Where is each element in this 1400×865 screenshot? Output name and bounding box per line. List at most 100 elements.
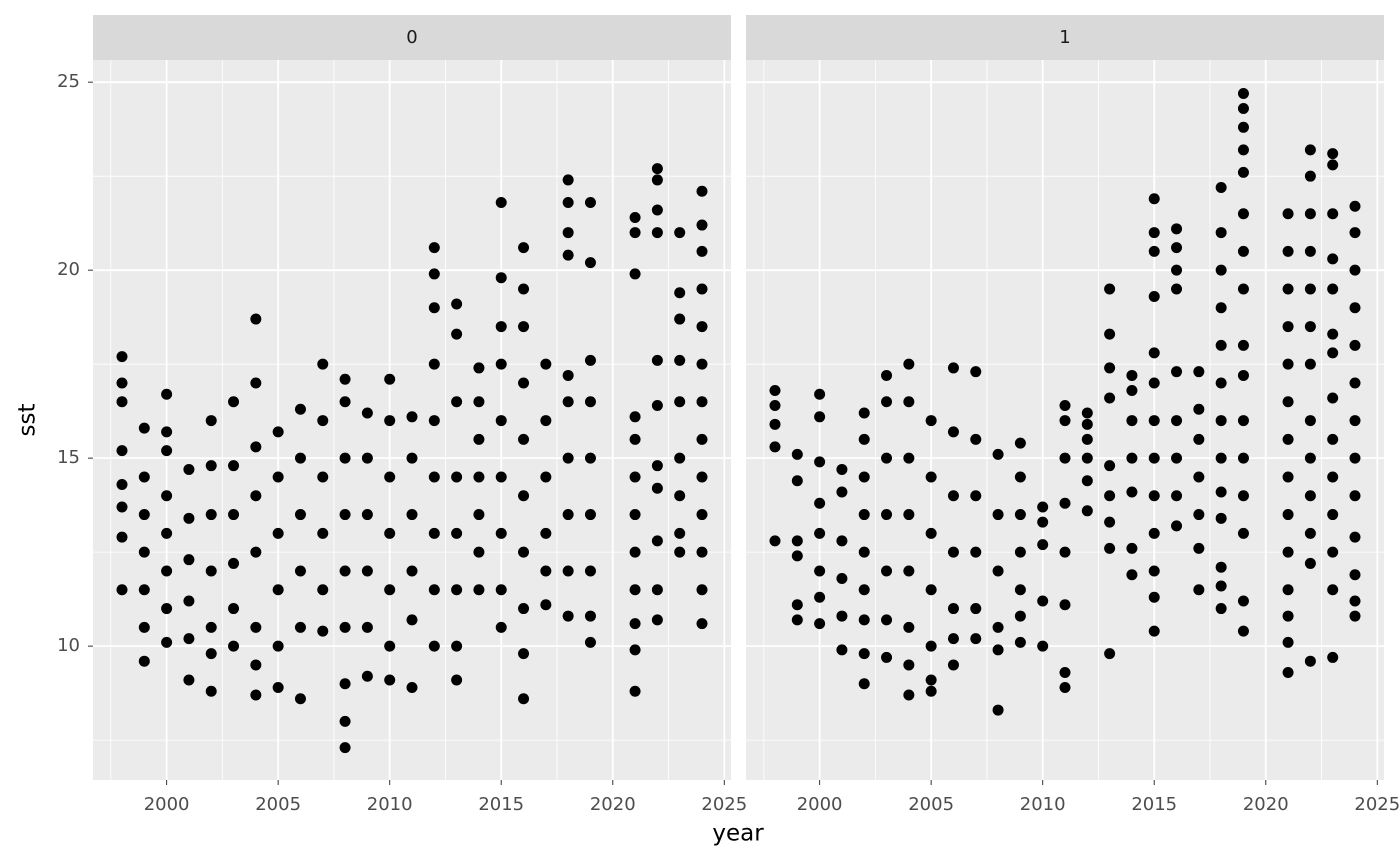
point [495, 272, 507, 284]
point [992, 509, 1004, 521]
point [562, 249, 574, 261]
point [696, 283, 708, 295]
point [428, 268, 440, 280]
point [339, 621, 351, 633]
point [562, 610, 574, 622]
point [1304, 415, 1316, 427]
point [651, 204, 663, 216]
point [250, 689, 262, 701]
point [629, 644, 641, 656]
point [518, 433, 530, 445]
point [250, 659, 262, 671]
point [1171, 452, 1183, 464]
point [629, 509, 641, 521]
point [1081, 433, 1093, 445]
point [1104, 648, 1116, 660]
point [1304, 283, 1316, 295]
x-tick-label: 2000 [797, 794, 843, 815]
point [629, 584, 641, 596]
point [495, 196, 507, 208]
point [858, 546, 870, 558]
point [183, 633, 195, 645]
point [361, 509, 373, 521]
point [428, 358, 440, 370]
x-tick-label: 2015 [478, 794, 524, 815]
point [1059, 415, 1071, 427]
point [317, 625, 329, 637]
point [696, 358, 708, 370]
point [1304, 208, 1316, 220]
point [1349, 377, 1361, 389]
point [1171, 283, 1183, 295]
y-tick-label: 10 [57, 635, 80, 656]
point [161, 426, 173, 438]
point [769, 400, 781, 412]
point [1059, 452, 1071, 464]
point [1282, 666, 1294, 678]
point [183, 512, 195, 524]
point [250, 546, 262, 558]
point [1215, 227, 1227, 239]
point [629, 411, 641, 423]
point [1304, 245, 1316, 257]
point [1126, 542, 1138, 554]
point [138, 546, 150, 558]
x-tick-label: 2020 [1243, 794, 1289, 815]
point [1282, 584, 1294, 596]
point [1104, 362, 1116, 374]
point [696, 219, 708, 231]
point [406, 682, 418, 694]
point [1148, 415, 1160, 427]
point [428, 302, 440, 314]
point [518, 321, 530, 333]
point [1171, 366, 1183, 378]
point [674, 313, 686, 325]
strip [746, 15, 1384, 60]
point [970, 546, 982, 558]
point [674, 227, 686, 239]
point [584, 257, 596, 269]
point [970, 433, 982, 445]
point [814, 565, 826, 577]
point [250, 490, 262, 502]
point [814, 618, 826, 630]
point [651, 482, 663, 494]
point [250, 441, 262, 453]
point [1349, 531, 1361, 543]
point [1304, 321, 1316, 333]
point [1193, 584, 1205, 596]
point [272, 640, 284, 652]
point [1215, 512, 1227, 524]
point [881, 565, 893, 577]
point [1282, 471, 1294, 483]
point [562, 396, 574, 408]
point [1327, 433, 1339, 445]
point [473, 362, 485, 374]
point [116, 396, 128, 408]
point [1037, 516, 1049, 528]
point [674, 396, 686, 408]
point [228, 640, 240, 652]
point [881, 452, 893, 464]
point [205, 509, 217, 521]
point [1237, 452, 1249, 464]
point [858, 648, 870, 660]
point [428, 640, 440, 652]
point [384, 674, 396, 686]
point [384, 640, 396, 652]
point [791, 475, 803, 487]
x-tick-label: 2010 [1020, 794, 1066, 815]
point [451, 471, 463, 483]
point [1282, 636, 1294, 648]
point [294, 452, 306, 464]
point [339, 396, 351, 408]
point [1148, 290, 1160, 302]
point [250, 377, 262, 389]
point [183, 674, 195, 686]
point [1193, 542, 1205, 554]
point [451, 298, 463, 310]
point [858, 471, 870, 483]
point [791, 550, 803, 562]
point [518, 377, 530, 389]
point [428, 415, 440, 427]
